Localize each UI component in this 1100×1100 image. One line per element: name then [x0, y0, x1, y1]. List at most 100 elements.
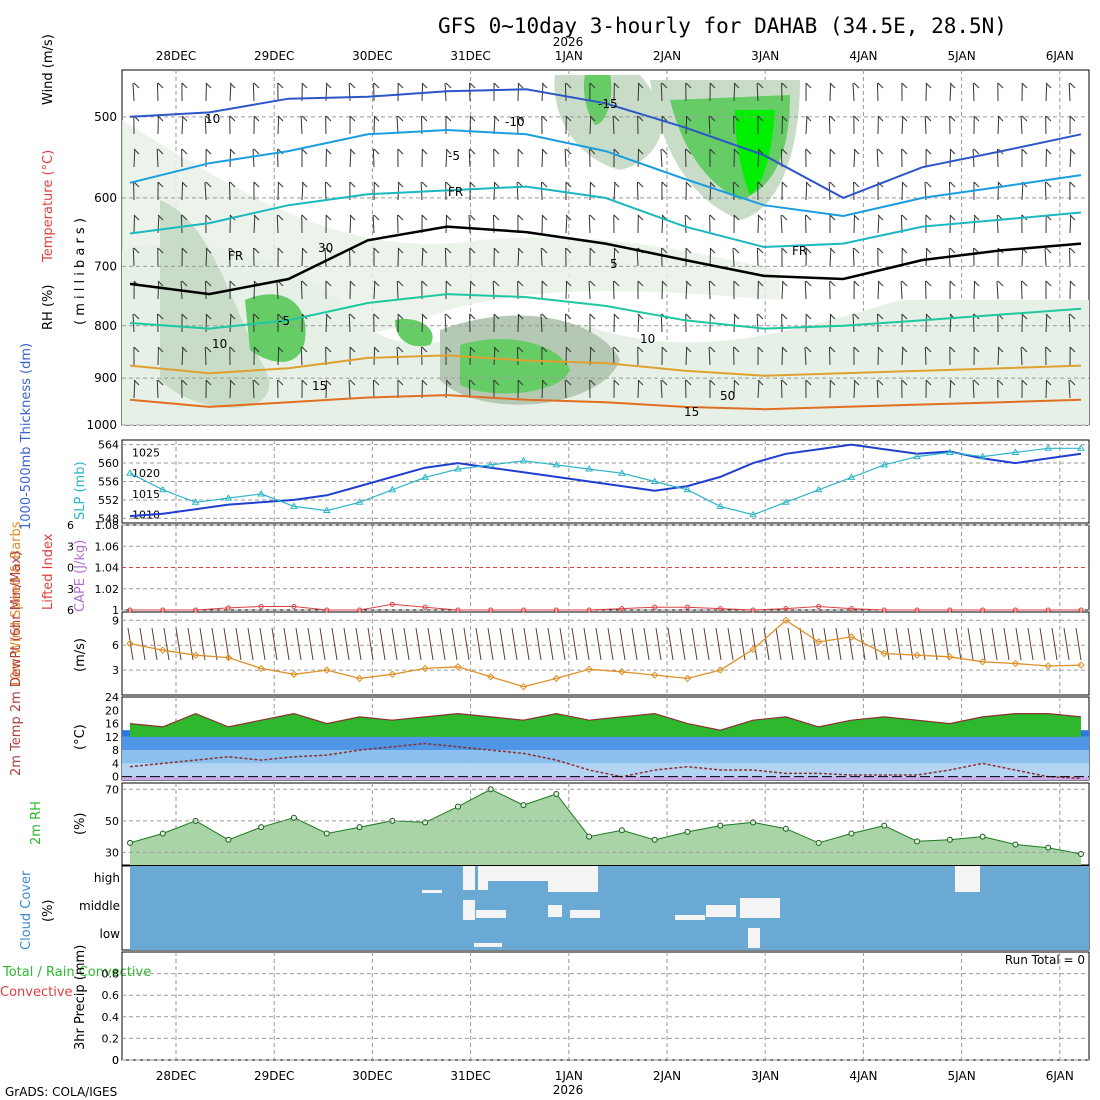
wind-barb: [540, 247, 543, 267]
wind-barb-flag: [565, 379, 572, 386]
wind10-barb: [499, 627, 506, 661]
wind-barb-flag: [877, 379, 884, 386]
wind-barb-flag: [565, 148, 572, 155]
wind-barb-flag: [373, 379, 380, 386]
wind10-marker: [618, 668, 626, 676]
wind-barb-flag: [157, 379, 164, 386]
wind-barb: [468, 148, 471, 168]
wind-barb-flag: [325, 214, 332, 221]
wind-barb-flag: [613, 379, 620, 386]
wind-barb-flag: [589, 82, 596, 89]
wind-barb: [852, 247, 855, 267]
rh2m-marker: [454, 803, 461, 810]
wind10-barb: [967, 627, 974, 661]
pressure-tick-label: 800: [94, 319, 117, 333]
wind-barb-flag: [733, 346, 740, 353]
wind-barb: [372, 379, 375, 399]
wind-barb-flag: [229, 82, 236, 89]
wind-barb: [733, 82, 736, 102]
date-label-bottom: 4JAN: [849, 1069, 877, 1083]
wind-barb-flag: [781, 346, 788, 353]
lifted-index-label: Lifted Index: [41, 533, 56, 610]
wind-barb: [300, 346, 303, 366]
lifted-marker: [652, 604, 658, 610]
wind-barb-flag: [421, 82, 428, 89]
wind-barb-flag: [517, 214, 524, 221]
lifted-marker: [1078, 607, 1084, 613]
wind-barb: [181, 115, 184, 135]
wind10-marker: [224, 653, 233, 662]
wind-barb: [708, 280, 711, 300]
wind10-barb: [787, 627, 794, 661]
wind-barb: [708, 115, 711, 135]
cape-tick-label: 1.08: [95, 519, 120, 532]
wind-barb-flag: [973, 379, 980, 386]
temp-tick-label: 0: [112, 771, 119, 784]
precip-unit-label: 3hr Precip (mm): [73, 945, 88, 1050]
wind-barb: [444, 313, 447, 333]
wind-barb-flag: [661, 148, 668, 155]
wind-barb-flag: [853, 280, 860, 287]
cloud-unit-label: (%): [41, 900, 56, 923]
wind-barb-flag: [493, 82, 500, 89]
chart-title: GFS 0~10day 3-hourly for DAHAB (34.5E, 2…: [438, 14, 1007, 38]
panel-frame-w: [121, 611, 1090, 696]
cape-label: CAPE (J/kg): [73, 540, 88, 612]
slp-marker: [257, 489, 266, 497]
wind-barb-flag: [445, 181, 452, 188]
wind-barb-flag: [205, 346, 212, 353]
wind-barb: [948, 181, 951, 201]
rh-shade-region: [160, 200, 270, 408]
wind-barb: [709, 247, 712, 267]
wind-barb-flag: [469, 82, 476, 89]
lifted-marker: [422, 604, 428, 610]
rh2m-marker: [979, 833, 986, 840]
rh2m-marker: [914, 838, 921, 845]
wind-barb-flag: [637, 148, 644, 155]
wind-barb: [516, 346, 519, 366]
wind-barb-flag: [973, 115, 980, 122]
wind-barb-flag: [901, 148, 908, 155]
wind10-marker: [191, 651, 200, 659]
wind10-barb: [979, 627, 986, 661]
wind-barb: [541, 379, 544, 399]
slp-marker: [355, 498, 364, 505]
wind-barb: [349, 214, 352, 234]
wind-barb: [1021, 181, 1024, 201]
wind-barb-flag: [277, 346, 284, 353]
wind-barb: [1045, 379, 1048, 399]
run-total-label: Run Total = 0: [1005, 953, 1085, 967]
wind-barb-flag: [565, 247, 572, 254]
wind-barb: [996, 214, 999, 234]
wind-barb-flag: [253, 214, 260, 221]
panel-frame-pr: [121, 951, 1090, 1061]
wind-barb-flag: [469, 214, 476, 221]
wind-barb-flag: [277, 247, 284, 254]
wind-barb: [421, 247, 424, 267]
lifted-tick-label: 0: [67, 562, 74, 575]
wind-barb: [1021, 247, 1024, 267]
wind-barb-flag: [349, 82, 356, 89]
lifted-marker: [258, 603, 264, 609]
wind-barb-flag: [901, 346, 908, 353]
isotherm-label: -5: [448, 149, 460, 163]
wind-barb-flag: [397, 148, 404, 155]
isotherm-label: 5: [610, 257, 618, 271]
wind10-barb: [151, 627, 158, 661]
wind-barb-flag: [973, 280, 980, 287]
wind-barb-flag: [949, 148, 956, 155]
wind-barb: [396, 115, 399, 135]
date-label-bottom: 5JAN: [948, 1069, 976, 1083]
lifted-marker: [848, 606, 854, 612]
wind-barb: [181, 181, 184, 201]
wind-barb: [925, 247, 928, 267]
wind-barb-flag: [637, 346, 644, 353]
wind-barb-flag: [997, 280, 1004, 287]
wind-barb: [685, 280, 688, 300]
wind-barb: [637, 148, 640, 168]
wind-barb-flag: [253, 181, 260, 188]
wind-barb-flag: [589, 247, 596, 254]
precip-tick-label: 0: [112, 1054, 119, 1067]
wind-barb-flag: [325, 346, 332, 353]
wind10-marker: [355, 674, 364, 683]
